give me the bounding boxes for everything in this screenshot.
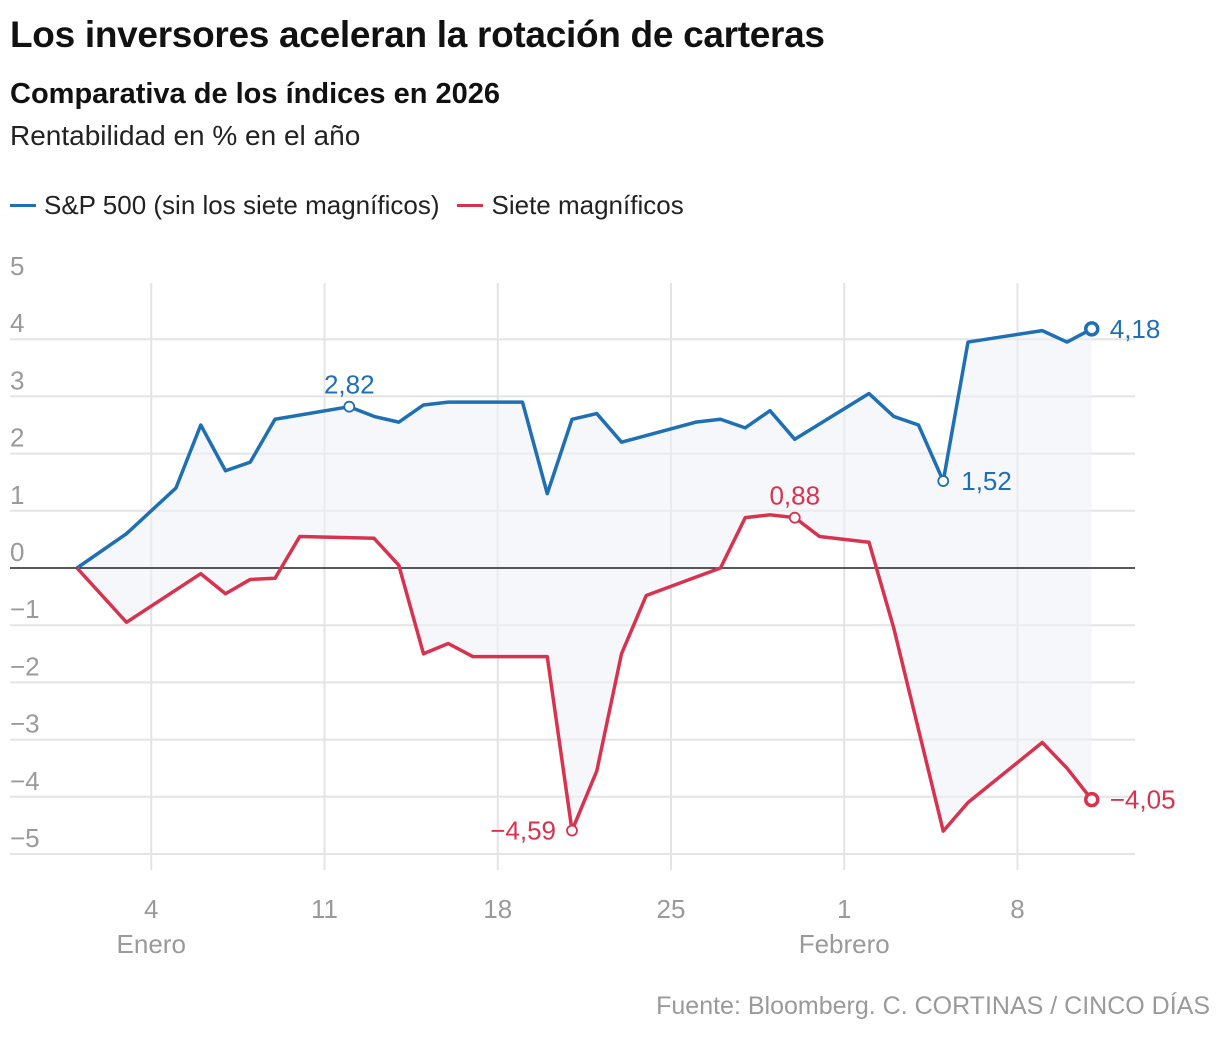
series-end-marker — [1084, 791, 1100, 808]
x-month-label: Febrero — [799, 929, 890, 959]
annotation-marker — [566, 824, 578, 837]
x-tick-label: 4 — [144, 894, 158, 924]
x-tick-label: 1 — [837, 894, 851, 924]
series-line-sp500 — [76, 327, 1093, 570]
legend-item-sp500: S&P 500 (sin los siete magníficos) — [10, 190, 439, 221]
series-end-marker — [1084, 321, 1100, 337]
data-label: 2,82 — [324, 370, 375, 400]
annotation-marker — [343, 400, 356, 413]
data-label: 0,88 — [769, 481, 820, 511]
y-tick-label: −2 — [10, 651, 40, 681]
legend-swatch-siete — [457, 204, 484, 207]
legend: S&P 500 (sin los siete magníficos) Siete… — [10, 190, 702, 221]
x-tick-label: 11 — [311, 894, 338, 924]
y-tick-label: −1 — [10, 594, 40, 624]
source-note: Fuente: Bloomberg. C. CORTINAS / CINCO D… — [656, 992, 1210, 1020]
y-tick-label: 0 — [10, 537, 24, 567]
y-tick-label: −5 — [10, 823, 40, 853]
data-label: −4,59 — [490, 816, 556, 846]
units-label: Rentabilidad en % en el año — [10, 120, 361, 151]
x-tick-label: 18 — [483, 894, 512, 924]
legend-swatch-sp500 — [10, 204, 36, 207]
series-line-siete — [75, 513, 1094, 833]
line-chart: 5 4 3 2 1 0 −1 −2 −3 −4 −5 2,82 1,52 4,18 −4,59 0,88 −4,… — [10, 251, 1176, 959]
y-tick-label: 2 — [10, 423, 24, 453]
spread-area — [77, 328, 1092, 832]
annotation-marker — [937, 475, 950, 487]
y-tick-label: 4 — [10, 308, 24, 338]
y-tick-label: −4 — [10, 766, 40, 796]
data-label: −4,05 — [1110, 785, 1176, 815]
x-tick-label: 25 — [657, 894, 686, 924]
x-month-label: Enero — [117, 929, 186, 959]
y-tick-label: 1 — [10, 480, 24, 510]
y-tick-label: 3 — [10, 365, 24, 395]
y-tick-label: −3 — [10, 709, 40, 739]
legend-label-siete: Siete magníficos — [491, 190, 684, 220]
data-label: 4,18 — [1110, 314, 1161, 344]
chart-subtitle: Comparativa de los índices en 2026 — [10, 78, 500, 110]
legend-item-siete: Siete magníficos — [457, 190, 684, 221]
annotation-marker — [788, 511, 801, 524]
chart-title: Los inversores aceleran la rotación de c… — [10, 14, 825, 55]
data-label: 1,52 — [961, 466, 1012, 496]
x-tick-label: 8 — [1010, 894, 1024, 924]
y-tick-label: 5 — [10, 251, 24, 281]
legend-label-sp500: S&P 500 (sin los siete magníficos) — [44, 190, 440, 220]
